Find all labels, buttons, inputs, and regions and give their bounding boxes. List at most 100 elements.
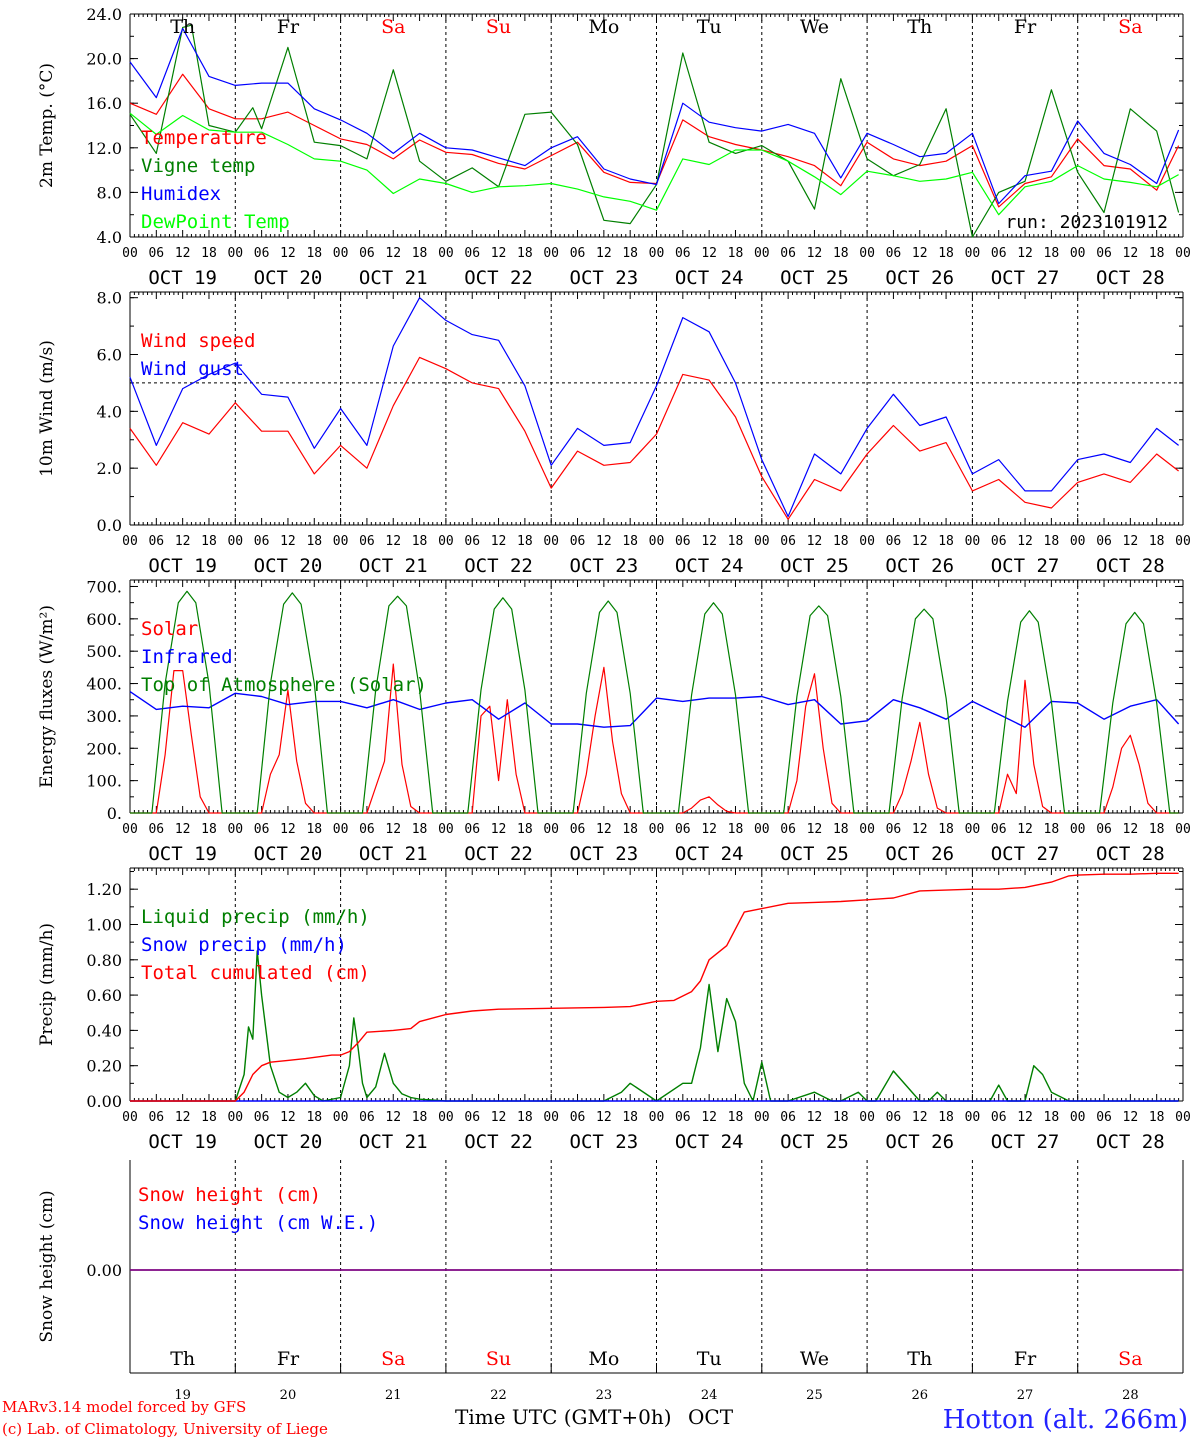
hour-label: 18 bbox=[201, 1110, 217, 1125]
hour-label: 00 bbox=[438, 822, 454, 837]
hour-label: 18 bbox=[622, 1110, 638, 1125]
hour-label: 06 bbox=[991, 1110, 1007, 1125]
y-tick-label: 6.0 bbox=[97, 346, 122, 365]
hour-label: 18 bbox=[833, 246, 849, 261]
hour-label: 12 bbox=[807, 246, 823, 261]
hour-label: 18 bbox=[622, 534, 638, 549]
hour-label: 12 bbox=[385, 534, 401, 549]
date-label: OCT 23 bbox=[570, 1131, 639, 1153]
hour-label: 18 bbox=[1044, 246, 1060, 261]
hour-label: 00 bbox=[438, 534, 454, 549]
hour-label: 06 bbox=[254, 822, 270, 837]
hour-label: 00 bbox=[965, 1110, 981, 1125]
legend-entry: Top of Atmosphere (Solar) bbox=[141, 674, 427, 696]
hour-label: 12 bbox=[1123, 246, 1139, 261]
hour-label: 00 bbox=[122, 1110, 138, 1125]
y-tick-label: 2.0 bbox=[97, 459, 122, 478]
hour-label: 00 bbox=[649, 246, 665, 261]
hour-label: 06 bbox=[464, 534, 480, 549]
weekday-label: Fr bbox=[1014, 1348, 1037, 1370]
hour-label: 18 bbox=[833, 534, 849, 549]
hour-label: 06 bbox=[1096, 246, 1112, 261]
hour-label: 00 bbox=[227, 534, 243, 549]
credit-line-1: MARv3.14 model forced by GFS bbox=[2, 1398, 246, 1416]
hour-label: 00 bbox=[1070, 1110, 1086, 1125]
hour-label: 18 bbox=[938, 1110, 954, 1125]
hour-label: 00 bbox=[1175, 822, 1191, 837]
date-label: OCT 26 bbox=[885, 555, 954, 577]
hour-label: 06 bbox=[359, 246, 375, 261]
date-label: OCT 27 bbox=[991, 843, 1060, 865]
hour-label: 00 bbox=[333, 534, 349, 549]
hour-label: 00 bbox=[859, 1110, 875, 1125]
date-label: OCT 19 bbox=[148, 555, 217, 577]
hour-label: 12 bbox=[280, 822, 296, 837]
day-number: 20 bbox=[280, 1388, 297, 1403]
hour-label: 12 bbox=[280, 534, 296, 549]
y-tick-label: 0.80 bbox=[86, 951, 122, 970]
date-label: OCT 22 bbox=[464, 1131, 533, 1153]
hour-label: 00 bbox=[649, 1110, 665, 1125]
hour-label: 12 bbox=[491, 822, 507, 837]
y-tick-label: 0.20 bbox=[86, 1057, 122, 1076]
y-tick-label: 0. bbox=[107, 804, 122, 823]
hour-label: 18 bbox=[306, 822, 322, 837]
hour-label: 18 bbox=[938, 534, 954, 549]
series-temp-1 bbox=[129, 24, 1180, 238]
y-tick-label: 700. bbox=[86, 577, 122, 596]
date-label: OCT 19 bbox=[148, 1131, 217, 1153]
hour-label: 06 bbox=[780, 822, 796, 837]
hour-label: 18 bbox=[728, 1110, 744, 1125]
date-label: OCT 21 bbox=[359, 555, 428, 577]
hour-label: 00 bbox=[227, 1110, 243, 1125]
legend-entry: Solar bbox=[141, 618, 198, 640]
hour-label: 12 bbox=[701, 246, 717, 261]
footer: Time UTC (GMT+0h) OCT MARv3.14 model for… bbox=[2, 1398, 1188, 1438]
hour-label: 18 bbox=[1149, 246, 1165, 261]
hour-label: 18 bbox=[833, 1110, 849, 1125]
hour-label: 06 bbox=[359, 1110, 375, 1125]
hour-label: 06 bbox=[148, 822, 164, 837]
month-label: OCT bbox=[688, 1405, 734, 1429]
y-axis-label: 10m Wind (m/s) bbox=[37, 340, 57, 477]
hour-label: 06 bbox=[254, 246, 270, 261]
hour-label: 06 bbox=[570, 246, 586, 261]
series-energy-1 bbox=[129, 691, 1180, 728]
day-number: 25 bbox=[806, 1388, 823, 1403]
hour-label: 00 bbox=[333, 1110, 349, 1125]
hour-label: 18 bbox=[622, 246, 638, 261]
hour-label: 18 bbox=[306, 246, 322, 261]
hour-label: 06 bbox=[675, 534, 691, 549]
y-axis-label: Precip (mm/h) bbox=[37, 923, 57, 1046]
hour-label: 12 bbox=[491, 246, 507, 261]
weekday-label: Su bbox=[486, 1348, 511, 1370]
y-tick-label: 12.0 bbox=[86, 139, 122, 158]
day-number: 19 bbox=[174, 1388, 191, 1403]
y-tick-label: 0.40 bbox=[86, 1021, 122, 1040]
y-tick-label: 200. bbox=[86, 739, 122, 758]
y-tick-label: 500. bbox=[86, 642, 122, 661]
weekday-label: We bbox=[800, 1348, 829, 1370]
hour-label: 06 bbox=[886, 534, 902, 549]
panel-temp: 4.0 8.0 12.0 16.0 20.0 24.0 2m Temp. (°C) Tempe… bbox=[37, 5, 1191, 289]
hour-label: 12 bbox=[596, 822, 612, 837]
hour-label: 06 bbox=[991, 534, 1007, 549]
hour-label: 18 bbox=[1044, 534, 1060, 549]
date-label: OCT 21 bbox=[359, 843, 428, 865]
hour-label: 12 bbox=[596, 534, 612, 549]
weekday-label: Sa bbox=[381, 16, 405, 38]
hour-label: 12 bbox=[385, 822, 401, 837]
weekday-label: Sa bbox=[381, 1348, 405, 1370]
panels: 4.0 8.0 12.0 16.0 20.0 24.0 2m Temp. (°C) Tempe… bbox=[37, 5, 1191, 1403]
hour-label: 06 bbox=[780, 1110, 796, 1125]
hour-label: 12 bbox=[175, 534, 191, 549]
hour-label: 06 bbox=[254, 1110, 270, 1125]
hour-label: 12 bbox=[912, 822, 928, 837]
hour-label: 06 bbox=[675, 822, 691, 837]
date-label: OCT 23 bbox=[570, 843, 639, 865]
hour-label: 00 bbox=[543, 246, 559, 261]
hour-label: 18 bbox=[622, 822, 638, 837]
hour-label: 00 bbox=[859, 246, 875, 261]
y-tick-label: 1.00 bbox=[86, 915, 122, 934]
